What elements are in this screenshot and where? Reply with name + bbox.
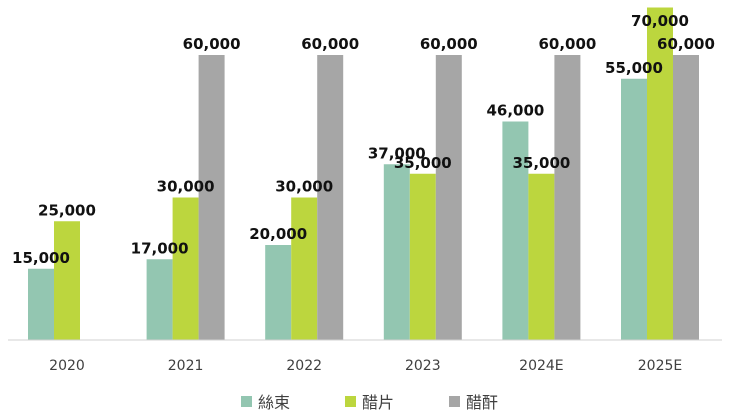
value-label: 37,000 — [368, 144, 426, 162]
legend-label-1: 醋片 — [362, 393, 394, 412]
value-labels-layer: 15,000 25,000 17,000 30,000 60,000 20,000 30,0… — [12, 12, 715, 267]
bar-2023-2 — [435, 55, 462, 340]
bar-2022-2 — [317, 55, 344, 340]
x-tick-label: 2020 — [49, 358, 85, 374]
x-tick-label: 2022 — [286, 358, 322, 374]
x-tick-label: 2023 — [405, 358, 441, 374]
value-label: 60,000 — [420, 35, 478, 53]
bar-2024E-0 — [502, 121, 529, 340]
bar-2020-1 — [54, 221, 80, 340]
bar-2023-1 — [409, 173, 436, 340]
bars-layer — [28, 7, 699, 340]
x-tick-label: 2025E — [638, 358, 682, 374]
legend-swatch-0 — [241, 396, 252, 407]
bar-2022-1 — [291, 197, 318, 340]
legend-swatch-2 — [449, 396, 460, 407]
value-label: 55,000 — [605, 59, 663, 77]
value-label: 35,000 — [512, 154, 570, 172]
value-label: 15,000 — [12, 249, 70, 267]
legend-label-0: 絲束 — [258, 393, 290, 412]
legend-swatch-1 — [345, 396, 356, 407]
bar-2022-0 — [265, 245, 292, 340]
x-tick-label: 2021 — [168, 358, 204, 374]
bar-2023-0 — [383, 164, 410, 340]
value-label: 17,000 — [131, 239, 189, 257]
value-label: 46,000 — [486, 102, 544, 120]
bar-2025E-0 — [621, 78, 647, 340]
bar-2021-0 — [146, 259, 173, 340]
value-label: 60,000 — [301, 35, 359, 53]
value-label: 30,000 — [157, 178, 215, 196]
bar-2025E-2 — [673, 55, 699, 340]
legend: 絲束 醋片 醋酐 — [241, 393, 498, 412]
value-label: 20,000 — [249, 225, 307, 243]
bar-2024E-1 — [528, 173, 555, 340]
x-tick-labels: 2020 2021 2022 2023 2024E 2025E — [49, 358, 682, 374]
value-label: 70,000 — [631, 12, 689, 30]
legend-label-2: 醋酐 — [466, 393, 498, 412]
value-label: 60,000 — [183, 35, 241, 53]
bar-2021-1 — [172, 197, 199, 340]
bar-2024E-2 — [554, 55, 581, 340]
bar-2025E-1 — [647, 7, 673, 340]
value-label: 30,000 — [275, 178, 333, 196]
value-label: 35,000 — [394, 154, 452, 172]
value-label: 60,000 — [538, 35, 596, 53]
bar-2020-0 — [28, 268, 54, 340]
bar-2021-2 — [198, 55, 225, 340]
value-label: 60,000 — [657, 35, 715, 53]
value-label: 25,000 — [38, 201, 96, 219]
x-tick-label: 2024E — [519, 358, 563, 374]
